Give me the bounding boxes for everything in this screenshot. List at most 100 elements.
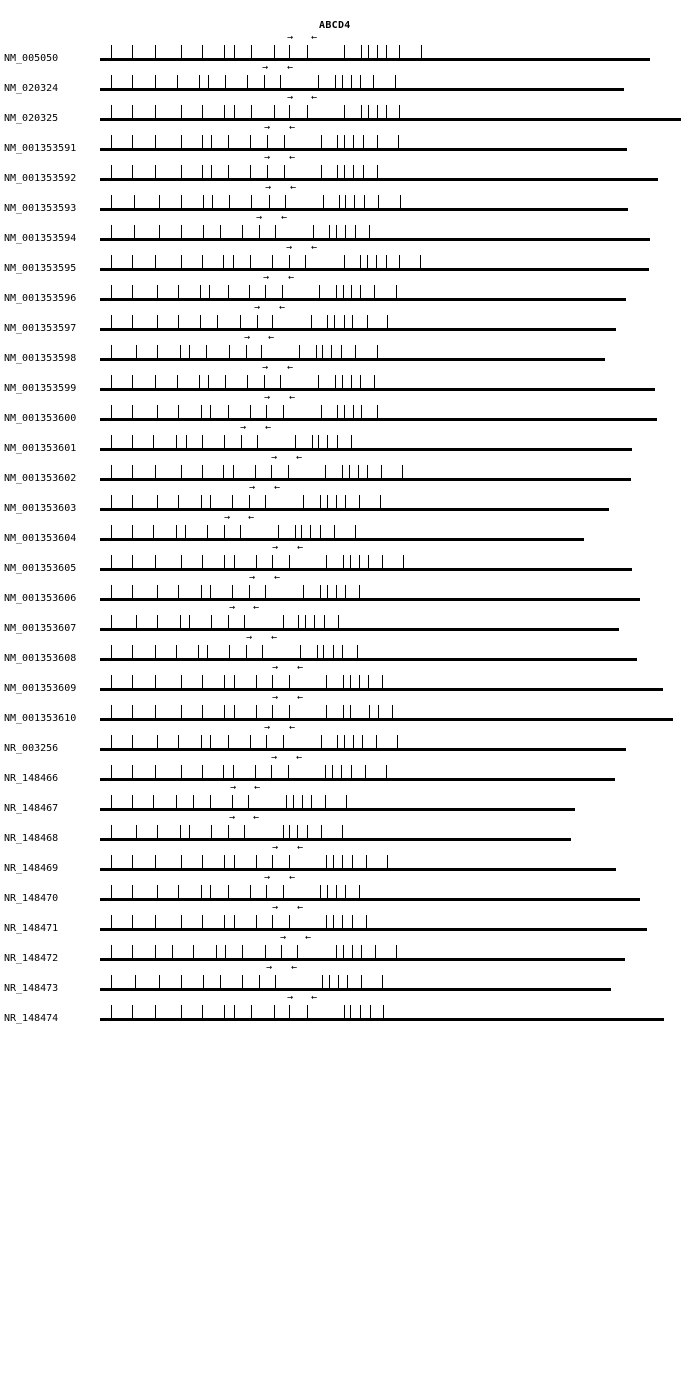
forward-primer-arrow-icon: → [264, 152, 271, 163]
transcript-label[interactable]: NR_148467 [4, 803, 59, 814]
exon-boundary-tick [337, 135, 338, 148]
reverse-primer-arrow-icon: ← [291, 962, 298, 973]
transcript-label[interactable]: NM_001353592 [4, 173, 77, 184]
transcript-label[interactable]: NM_001353608 [4, 653, 77, 664]
reverse-primer-arrow-icon: ← [297, 692, 304, 703]
transcript-label[interactable]: NM_005050 [4, 53, 59, 64]
transcript-line [100, 508, 609, 511]
transcript-label[interactable]: NM_001353595 [4, 263, 77, 274]
transcript-label[interactable]: NR_148474 [4, 1013, 59, 1024]
exon-boundary-tick [225, 945, 226, 958]
exon-boundary-tick [341, 765, 342, 778]
exon-boundary-tick [220, 975, 221, 988]
exon-boundary-tick [155, 945, 156, 958]
transcript-label[interactable]: NR_148473 [4, 983, 59, 994]
exon-boundary-tick [269, 195, 270, 208]
exon-boundary-tick [337, 165, 338, 178]
exon-boundary-tick [111, 885, 112, 898]
transcript-label[interactable]: NR_148469 [4, 863, 59, 874]
exon-boundary-tick [289, 855, 290, 868]
exon-boundary-tick [283, 735, 284, 748]
exon-boundary-tick [318, 375, 319, 388]
exon-boundary-tick [266, 885, 267, 898]
exon-boundary-tick [220, 225, 221, 238]
exon-boundary-tick [247, 375, 248, 388]
exon-boundary-tick [198, 645, 199, 658]
exon-boundary-tick [327, 585, 328, 598]
transcript-label[interactable]: NR_148468 [4, 833, 59, 844]
transcript-label[interactable]: NR_148470 [4, 893, 59, 904]
exon-boundary-tick [228, 825, 229, 838]
exon-boundary-tick [111, 525, 112, 538]
transcript-label[interactable]: NM_001353604 [4, 533, 77, 544]
exon-boundary-tick [249, 585, 250, 598]
transcript-label[interactable]: NM_001353609 [4, 683, 77, 694]
transcript-label[interactable]: NM_001353601 [4, 443, 77, 454]
exon-boundary-tick [321, 735, 322, 748]
exon-boundary-tick [157, 825, 158, 838]
exon-boundary-tick [181, 225, 182, 238]
transcript-label[interactable]: NM_001353591 [4, 143, 77, 154]
exon-boundary-tick [229, 345, 230, 358]
transcript-label[interactable]: NM_001353607 [4, 623, 77, 634]
transcript-label[interactable]: NM_001353606 [4, 593, 77, 604]
reverse-primer-arrow-icon: ← [311, 92, 318, 103]
transcript-label[interactable]: NR_148471 [4, 923, 59, 934]
transcript-row: NM_001353596 → ← [0, 270, 700, 304]
transcript-label[interactable]: NM_001353598 [4, 353, 77, 364]
transcript-label[interactable]: NR_003256 [4, 743, 59, 754]
transcript-row: NM_001353609 → ← [0, 660, 700, 694]
transcript-label[interactable]: NR_148466 [4, 773, 59, 784]
transcript-label[interactable]: NM_001353605 [4, 563, 77, 574]
exon-boundary-tick [180, 825, 181, 838]
exon-boundary-tick [234, 675, 235, 688]
exon-boundary-tick [352, 855, 353, 868]
exon-boundary-tick [228, 285, 229, 298]
reverse-primer-arrow-icon: ← [279, 302, 286, 313]
exon-boundary-tick [274, 1005, 275, 1018]
transcript-label[interactable]: NM_001353597 [4, 323, 77, 334]
forward-primer-arrow-icon: → [244, 332, 251, 343]
exon-boundary-tick [202, 765, 203, 778]
transcript-line [100, 718, 673, 721]
reverse-primer-arrow-icon: ← [271, 632, 278, 643]
exon-boundary-tick [111, 675, 112, 688]
transcript-label[interactable]: NM_001353596 [4, 293, 77, 304]
exon-boundary-tick [202, 465, 203, 478]
exon-boundary-tick [244, 615, 245, 628]
exon-boundary-tick [338, 615, 339, 628]
exon-boundary-tick [177, 375, 178, 388]
transcript-label[interactable]: NM_001353600 [4, 413, 77, 424]
exon-boundary-tick [111, 1005, 112, 1018]
exon-boundary-tick [344, 165, 345, 178]
exon-boundary-tick [233, 765, 234, 778]
transcript-label[interactable]: NM_020324 [4, 83, 59, 94]
exon-boundary-tick [224, 675, 225, 688]
exon-boundary-tick [111, 915, 112, 928]
exon-boundary-tick [311, 315, 312, 328]
exon-boundary-tick [344, 735, 345, 748]
transcript-label[interactable]: NM_001353602 [4, 473, 77, 484]
exon-boundary-tick [228, 135, 229, 148]
exon-boundary-tick [420, 255, 421, 268]
transcript-label[interactable]: NM_001353610 [4, 713, 77, 724]
transcript-row: NM_001353599 → ← [0, 360, 700, 394]
exon-boundary-tick [272, 255, 273, 268]
transcript-label[interactable]: NM_001353603 [4, 503, 77, 514]
transcript-label[interactable]: NM_001353599 [4, 383, 77, 394]
exon-boundary-tick [181, 705, 182, 718]
exon-boundary-tick [233, 465, 234, 478]
exon-boundary-tick [178, 735, 179, 748]
exon-boundary-tick [265, 585, 266, 598]
forward-primer-arrow-icon: → [272, 662, 279, 673]
exon-boundary-tick [111, 255, 112, 268]
transcript-label[interactable]: NM_020325 [4, 113, 59, 124]
exon-boundary-tick [132, 75, 133, 88]
exon-boundary-tick [370, 1005, 371, 1018]
transcript-label[interactable]: NR_148472 [4, 953, 59, 964]
transcript-label[interactable]: NM_001353594 [4, 233, 77, 244]
exon-boundary-tick [285, 195, 286, 208]
exon-boundary-tick [289, 705, 290, 718]
exon-boundary-tick [272, 855, 273, 868]
transcript-label[interactable]: NM_001353593 [4, 203, 77, 214]
